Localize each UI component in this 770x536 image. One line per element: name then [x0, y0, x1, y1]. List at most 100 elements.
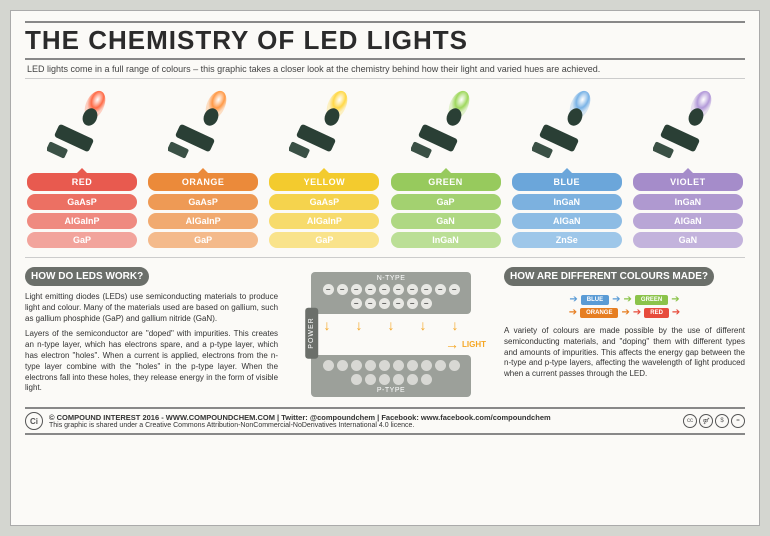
hole-icon — [379, 360, 390, 371]
colour-header: BLUE — [512, 173, 622, 191]
electron-icon: − — [449, 284, 460, 295]
colour-header: YELLOW — [269, 173, 379, 191]
chemical-pill: ZnSe — [512, 232, 622, 248]
colours-panel: HOW ARE DIFFERENT COLOURS MADE? ➔BLUE➔➔G… — [504, 266, 745, 399]
electron-icon: − — [421, 284, 432, 295]
colour-header: ORANGE — [148, 173, 258, 191]
hole-icon — [323, 360, 334, 371]
hole-icon — [337, 360, 348, 371]
n-type-layer: N-TYPE −−−−−−−−−−−−−−−− — [311, 272, 471, 314]
colour-header: RED — [27, 173, 137, 191]
chemical-pill: GaAsP — [269, 194, 379, 210]
bulb-column: VIOLETInGaNAlGaNGaN — [631, 87, 745, 251]
hole-icon — [365, 360, 376, 371]
wave-label: GREEN — [635, 295, 668, 305]
colour-diagram: ➔BLUE➔➔GREEN➔➔ORANGE➔➔RED➔ — [504, 292, 745, 320]
hole-icon — [421, 374, 432, 385]
bulb-icon — [47, 87, 117, 169]
page-title: THE CHEMISTRY OF LED LIGHTS — [25, 21, 745, 60]
footer-sub: This graphic is shared under a Creative … — [49, 422, 677, 429]
bulb-column: GREENGaPGaNInGaN — [389, 87, 503, 251]
chemical-pill: GaN — [391, 213, 501, 229]
ci-logo-icon: Ci — [25, 412, 43, 430]
electron-icon: − — [351, 298, 362, 309]
chemical-pill: GaAsP — [27, 194, 137, 210]
hole-icon — [379, 374, 390, 385]
how-work-panel: HOW DO LEDS WORK? Light emitting diodes … — [25, 266, 278, 399]
bulb-icon — [411, 87, 481, 169]
wave-arrow-icon: ➔ — [633, 307, 641, 318]
n-type-label: N-TYPE — [315, 275, 467, 282]
electron-icon: − — [323, 284, 334, 295]
hole-icon — [407, 360, 418, 371]
cc-icons: cc⚤$= — [683, 414, 745, 428]
hole-icon — [435, 360, 446, 371]
chemical-pill: AlGaN — [633, 213, 743, 229]
hole-icon — [407, 374, 418, 385]
bulb-column: YELLOWGaAsPAlGaInPGaP — [267, 87, 381, 251]
light-arrow: →LIGHT — [445, 336, 486, 352]
cc-nc-icon: $ — [715, 414, 729, 428]
chemical-pill: InGaN — [512, 194, 622, 210]
footer: Ci © COMPOUND INTEREST 2016 - WWW.COMPOU… — [25, 407, 745, 435]
electron-icon: − — [435, 284, 446, 295]
bulb-icon — [289, 87, 359, 169]
electron-icon: − — [379, 284, 390, 295]
how-work-heading: HOW DO LEDS WORK? — [25, 267, 149, 286]
bulb-icon — [532, 87, 602, 169]
chemical-pill: InGaN — [391, 232, 501, 248]
hole-icon — [449, 360, 460, 371]
electron-icon: − — [421, 298, 432, 309]
chemical-pill: GaP — [391, 194, 501, 210]
how-work-text: Light emitting diodes (LEDs) use semicon… — [25, 292, 278, 394]
hole-icon — [421, 360, 432, 371]
hole-icon — [351, 360, 362, 371]
hole-icon — [393, 374, 404, 385]
electron-icon: − — [393, 284, 404, 295]
cc-nd-icon: = — [731, 414, 745, 428]
lower-panels: HOW DO LEDS WORK? Light emitting diodes … — [25, 266, 745, 399]
wave-arrow-icon: ➔ — [612, 294, 620, 305]
wave-arrow-icon: ➔ — [624, 294, 632, 305]
colours-text: A variety of colours are made possible b… — [504, 326, 745, 380]
chemical-pill: GaP — [148, 232, 258, 248]
bulb-column: ORANGEGaAsPAlGaInPGaP — [146, 87, 260, 251]
p-type-label: P-TYPE — [315, 387, 467, 394]
chemical-pill: GaP — [269, 232, 379, 248]
chemical-pill: AlGaInP — [27, 213, 137, 229]
chemical-pill: GaAsP — [148, 194, 258, 210]
bulb-icon — [168, 87, 238, 169]
hole-icon — [351, 374, 362, 385]
how-work-p2: Layers of the semiconductor are "doped" … — [25, 329, 278, 394]
electron-icon: − — [407, 298, 418, 309]
chemical-pill: InGaN — [633, 194, 743, 210]
footer-main: © COMPOUND INTEREST 2016 - WWW.COMPOUNDC… — [49, 413, 677, 422]
electron-icon: − — [407, 284, 418, 295]
wave-arrow-icon: ➔ — [672, 307, 680, 318]
electron-icon: − — [365, 298, 376, 309]
wave-arrow-icon: ➔ — [569, 294, 577, 305]
electron-arrows: ↓↓↓↓↓ — [311, 317, 471, 333]
led-diagram: POWER N-TYPE −−−−−−−−−−−−−−−− ↓↓↓↓↓ →LIG… — [286, 266, 496, 399]
chemical-pill: AlGaN — [512, 213, 622, 229]
hole-icon — [365, 374, 376, 385]
how-work-p1: Light emitting diodes (LEDs) use semicon… — [25, 292, 278, 324]
bulb-column: BLUE InGaN AlGaN ZnSe — [510, 87, 624, 251]
wave-label: BLUE — [581, 295, 609, 305]
electron-icon: − — [365, 284, 376, 295]
bulb-row: RED GaAsP AlGaInP GaP ORANGE GaAsP AlGaInP GaP… — [25, 79, 745, 258]
wave-arrow-icon: ➔ — [621, 307, 629, 318]
electron-icon: − — [379, 298, 390, 309]
wave-label: RED — [644, 308, 669, 318]
colour-header: VIOLET — [633, 173, 743, 191]
chemical-pill: GaP — [27, 232, 137, 248]
p-type-layer: P-TYPE — [311, 355, 471, 397]
bulb-column: RED GaAsP AlGaInP GaP — [25, 87, 139, 251]
wave-arrow-icon: ➔ — [671, 294, 679, 305]
cc-cc-icon: cc — [683, 414, 697, 428]
electron-icon: − — [337, 284, 348, 295]
cc-by-icon: ⚤ — [699, 414, 713, 428]
wave-arrow-icon: ➔ — [569, 307, 577, 318]
footer-text: © COMPOUND INTEREST 2016 - WWW.COMPOUNDC… — [49, 413, 677, 429]
electron-icon: − — [393, 298, 404, 309]
